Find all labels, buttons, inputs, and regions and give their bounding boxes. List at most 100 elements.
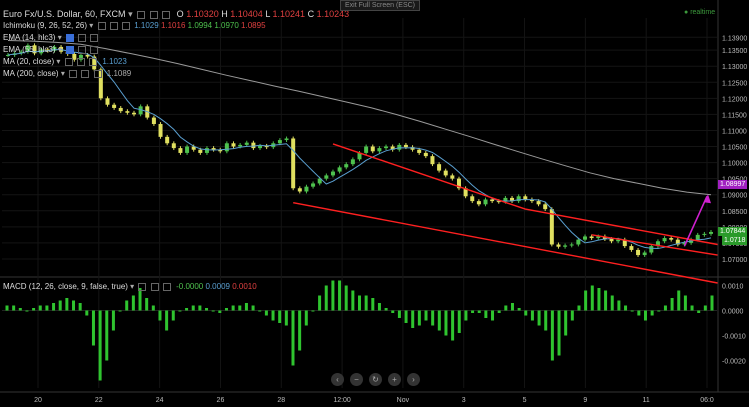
macd-bar [530, 310, 534, 321]
zoom-out-button[interactable]: − [350, 373, 363, 386]
hide-toggle-icon[interactable] [78, 33, 87, 42]
time-tick-label: 3 [462, 397, 466, 404]
price-tick-label: 1.13900 [722, 35, 747, 42]
indicator-dropdown-icon[interactable]: ▾ [89, 21, 94, 30]
macd-bar [311, 310, 315, 312]
candle-body [609, 239, 614, 242]
macd-bar [278, 310, 282, 323]
settings-toggle-icon[interactable] [69, 69, 78, 78]
candle-body [582, 236, 587, 240]
candle-body [277, 140, 282, 144]
settings-toggle-icon[interactable] [137, 10, 146, 19]
close-toggle-icon[interactable] [93, 69, 102, 78]
hide-toggle-icon[interactable] [109, 21, 118, 30]
macd-bar [65, 298, 69, 311]
candle-body [636, 249, 641, 256]
macd-dropdown-icon[interactable]: ▾ [130, 282, 135, 291]
channel-lower-line [293, 202, 718, 284]
exit-fullscreen-button[interactable]: Exit Full Screen (ESC) [340, 0, 421, 11]
candle-body [403, 144, 408, 148]
close-toggle-icon[interactable] [162, 282, 171, 291]
candle-body [370, 146, 375, 152]
close-toggle-icon[interactable] [122, 21, 130, 30]
macd-bar [32, 308, 36, 311]
settings-toggle-icon[interactable] [65, 45, 74, 54]
settings-toggle-icon[interactable] [97, 21, 106, 30]
scroll-right-button[interactable]: › [407, 373, 420, 386]
candle-body [682, 242, 687, 245]
candle-body [616, 239, 621, 242]
candle-body [324, 175, 329, 179]
indicator-label: EMA (55, hlc3) [3, 45, 56, 54]
macd-bar [171, 310, 175, 321]
high-label: H [221, 9, 228, 19]
indicator-dropdown-icon[interactable]: ▾ [56, 57, 61, 66]
indicator-ichimoku[interactable]: Ichimoku (9, 26, 52, 26) ▾ 1.1029 1.1016… [3, 21, 266, 30]
candle-body [304, 186, 309, 192]
candle-body [317, 178, 322, 184]
scroll-left-button[interactable]: ‹ [331, 373, 344, 386]
ma20-value: 1.1023 [102, 57, 127, 66]
macd-bar [424, 310, 428, 321]
settings-toggle-icon[interactable] [65, 33, 74, 42]
candle-body [563, 245, 568, 247]
indicator-ma20[interactable]: MA (20, close) ▾ 1.1023 [3, 57, 127, 66]
reset-button[interactable]: ↻ [369, 373, 382, 386]
candle-body [72, 53, 77, 60]
macd-bar [351, 290, 355, 311]
candle-body [496, 201, 501, 203]
candle-body [284, 138, 289, 141]
macd-bar [125, 300, 129, 311]
macd-bar [497, 310, 501, 313]
hide-toggle-icon[interactable] [81, 69, 90, 78]
macd-bar [72, 300, 76, 311]
macd-bar [444, 310, 448, 336]
indicator-dropdown-icon[interactable]: ▾ [60, 69, 65, 78]
macd-bar [251, 305, 255, 311]
time-tick-label: 24 [156, 397, 164, 404]
indicator-ema55[interactable]: EMA (55, hlc3) ▾ [3, 45, 99, 54]
symbol-dropdown-icon[interactable]: ▾ [128, 9, 133, 19]
price-tick-label: 1.10000 [722, 161, 747, 168]
indicator-ema14[interactable]: EMA (14, hlc3) ▾ [3, 33, 99, 42]
candle-body [85, 54, 90, 57]
macd-bar [52, 303, 56, 311]
hide-toggle-icon[interactable] [76, 57, 85, 66]
close-toggle-icon[interactable] [90, 33, 99, 42]
indicator-ma200[interactable]: MA (200, close) ▾ 1.1089 [3, 69, 131, 78]
hide-toggle-icon[interactable] [150, 282, 159, 291]
price-tick-label: 1.12500 [722, 80, 747, 87]
close-toggle-icon[interactable] [90, 45, 99, 54]
candle-body [32, 45, 37, 54]
macd-legend[interactable]: MACD (12, 26, close, 9, false, true) ▾ -… [3, 282, 257, 291]
macd-bar [637, 310, 641, 316]
macd-bar [397, 310, 401, 318]
ichimoku-value-3: 1.0994 [187, 21, 213, 30]
indicator-dropdown-icon[interactable]: ▾ [57, 33, 62, 42]
macd-bar [138, 288, 142, 311]
indicator-dropdown-icon[interactable]: ▾ [57, 45, 62, 54]
macd-bar [697, 310, 701, 313]
zoom-in-button[interactable]: + [388, 373, 401, 386]
macd-bar [657, 310, 661, 312]
macd-bar [630, 310, 634, 312]
symbol-title[interactable]: Euro Fx/U.S. Dollar, 60, FXCM [3, 9, 126, 19]
macd-bar [504, 305, 508, 311]
minus-icon: − [354, 375, 359, 384]
hide-toggle-icon[interactable] [78, 45, 87, 54]
settings-toggle-icon[interactable] [64, 57, 73, 66]
candle-body [19, 51, 24, 54]
realtime-dot-icon: ● [684, 9, 689, 16]
close-toggle-icon[interactable] [162, 10, 171, 19]
candle-body [6, 54, 10, 56]
settings-toggle-icon[interactable] [138, 282, 147, 291]
close-toggle-icon[interactable] [89, 57, 98, 66]
macd-bar [690, 305, 694, 311]
candle-body [204, 148, 209, 153]
macd-bar [304, 310, 308, 326]
open-label: O [176, 9, 184, 19]
candle-body [423, 152, 428, 157]
hide-toggle-icon[interactable] [149, 10, 158, 19]
candle-body [456, 178, 461, 189]
